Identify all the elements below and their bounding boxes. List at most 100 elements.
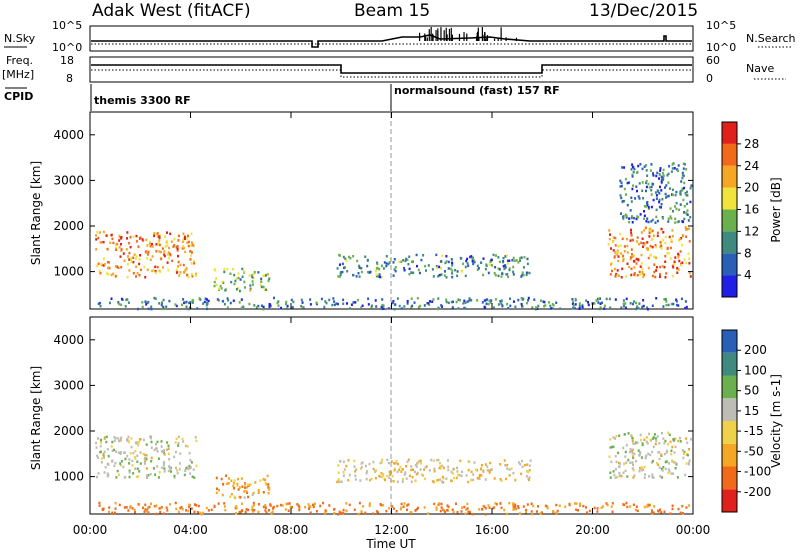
echo-cell [166,441,169,444]
echo-cell [520,256,523,259]
echo-cell [259,479,262,482]
echo-cell [689,275,692,278]
echo-cell [658,177,660,180]
echo-cell [367,303,370,306]
echo-cell [610,505,613,508]
echo-cell [498,268,501,271]
echo-cell [268,509,270,512]
x-tick-label: 00:00 [73,523,108,537]
echo-cell [115,248,118,251]
echo-cell [638,270,641,274]
power-echo-cells [95,162,693,311]
echo-cell [199,511,202,515]
echo-cell [114,501,117,505]
echo-cell [332,297,335,300]
echo-cell [123,259,126,262]
echo-cell [328,298,331,302]
echo-cell [167,447,170,450]
echo-cell [200,513,203,516]
echo-cell [574,297,577,301]
echo-cell [186,273,188,277]
echo-cell [506,273,509,276]
echo-cell [512,505,515,509]
echo-cell [581,305,584,308]
echo-cell [222,482,225,486]
echo-cell [654,437,657,440]
echo-cell [588,509,591,513]
echo-cell [119,439,122,442]
echo-cell [406,504,409,507]
echo-cell [265,288,268,291]
echo-cell [642,197,645,200]
echo-cell [651,229,654,232]
echo-cell [401,468,404,471]
echo-cell [460,474,463,478]
echo-cell [253,304,256,307]
echo-cell [609,438,612,441]
echo-cell [525,475,528,478]
echo-cell [656,231,659,235]
echo-cell [660,206,662,209]
echo-cell [387,461,390,465]
echo-cell [345,502,348,505]
velocity-colorbar-tick-label: 100 [744,363,767,377]
echo-cell [127,435,130,439]
echo-cell [631,221,634,224]
echo-cell [144,462,146,465]
echo-cell [621,166,624,169]
echo-cell [677,439,680,443]
echo-cell [267,492,270,495]
echo-cell [644,226,647,229]
echo-cell [485,302,488,305]
echo-cell [102,264,105,267]
echo-cell [405,477,408,480]
echo-cell [665,460,668,463]
echo-cell [99,450,102,454]
echo-cell [137,503,140,506]
echo-cell [362,505,365,508]
echo-cell [145,457,148,461]
echo-cell [457,473,460,477]
echo-cell [610,460,613,464]
echo-cell [651,509,653,512]
echo-cell [213,504,216,508]
echo-cell [631,461,634,464]
echo-cell [508,268,511,272]
echo-cell [255,306,258,309]
echo-cell [643,438,646,442]
echo-cell [136,460,139,463]
echo-cell [247,483,249,487]
echo-cell [177,239,180,242]
echo-cell [476,268,479,271]
echo-cell [494,298,497,301]
echo-cell [229,301,232,305]
echo-cell [686,209,689,212]
echo-cell [106,261,109,264]
echo-cell [638,273,641,276]
echo-cell [503,459,506,462]
echo-cell [336,302,339,306]
echo-cell [464,301,467,304]
echo-cell [183,237,186,241]
echo-cell [433,502,436,506]
echo-cell [529,459,532,462]
echo-cell [439,461,441,465]
echo-cell [260,277,263,281]
echo-cell [540,511,543,514]
echo-cell [502,260,505,263]
echo-cell [163,453,166,456]
echo-cell [129,452,132,455]
echo-cell [461,506,463,509]
echo-cell [658,173,661,176]
echo-cell [178,468,181,471]
x-axis-title: Time UT [365,537,416,551]
echo-cell [168,458,171,461]
echo-cell [234,279,237,283]
echo-cell [669,215,672,218]
echo-cell [437,297,440,300]
echo-cell [660,247,663,250]
echo-cell [637,195,640,198]
echo-cell [206,307,209,311]
echo-cell [645,185,648,189]
echo-cell [664,297,667,301]
